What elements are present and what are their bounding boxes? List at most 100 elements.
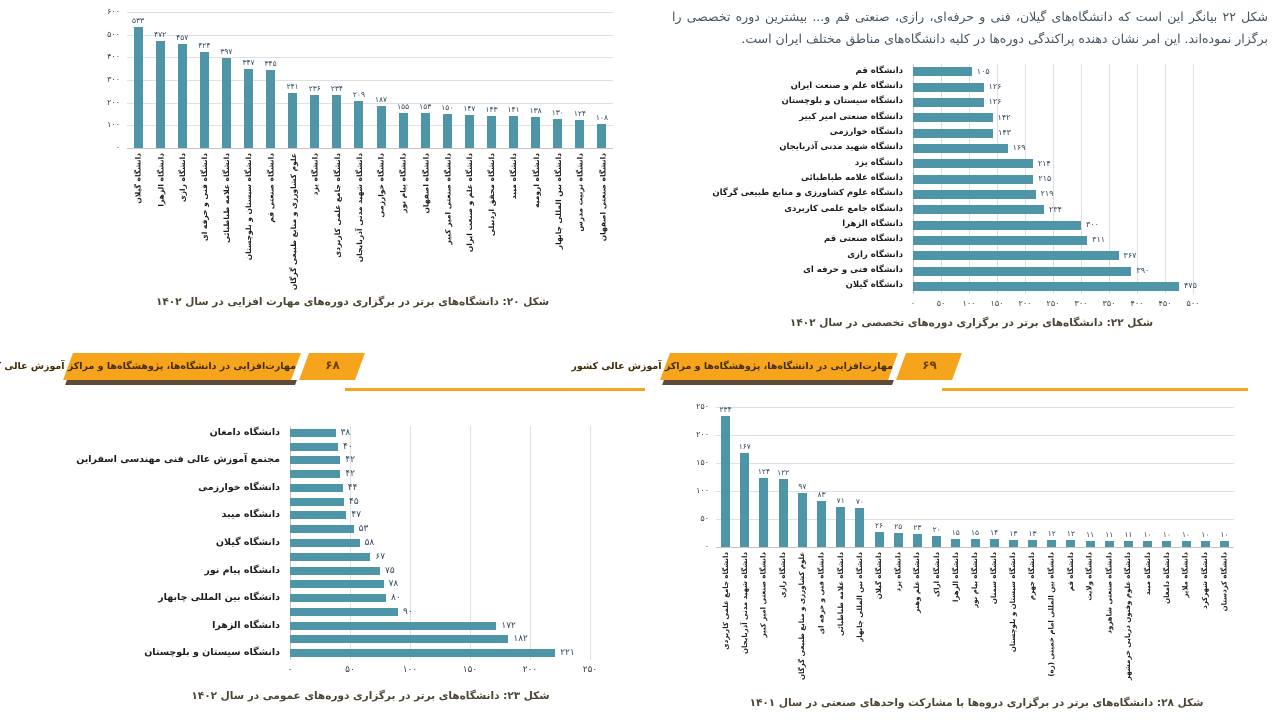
category-label-text: دانشگاه فنی و حرفه ای — [200, 153, 210, 242]
figure-22-specialized-courses-chart: ۰ ۵۰ ۱۰۰ ۱۵۰ ۲۰۰ ۲۵۰ ۳۰۰ ۳۵۰ ۴۰۰ ۴۵۰ ۵۰۰ ۱۰۵ دانشگاه… — [675, 58, 1268, 308]
banner-accent-line — [942, 388, 1248, 391]
bar-value-label: ۲۵ — [894, 522, 903, 531]
bar-value-label: ۳۹۷ — [220, 47, 233, 56]
bar-value-label: ۱۵ — [970, 527, 980, 537]
category-label-text: دانشگاه ارومیه — [531, 153, 541, 208]
category-label-text: دانشگاه سیستان و بلوچستان — [1009, 552, 1018, 653]
bar-value-label: ۹۷ — [798, 481, 807, 491]
x-axis-tick-label: ۲۰۰ — [1018, 299, 1032, 308]
bar — [913, 113, 993, 123]
bar-value-label: ۱۲۶ — [988, 82, 1002, 91]
bar-value-label: ۱۲۲ — [777, 467, 790, 477]
category-label-text: دانشگاه خوارزمی — [377, 153, 387, 218]
bar-value-label: ۳۸ — [340, 427, 351, 438]
bar-value-label: ۴۰ — [343, 441, 353, 452]
banner-shadow — [662, 380, 894, 385]
category-label-text: دانشگاه علم و صنعت ایران — [465, 153, 475, 253]
banner-title: مهارت‌افزایی در دانشگاه‌ها، پژوهشگاه‌ها … — [571, 361, 893, 372]
bar-value-label: ۵۸ — [364, 538, 375, 548]
x-axis-tick-label: ۴۵۰ — [1158, 299, 1172, 308]
bar-value-label: ۷۵ — [385, 565, 395, 576]
bar — [221, 58, 231, 148]
bar — [597, 123, 607, 148]
bar — [1162, 541, 1172, 547]
bar-value-label: ۱۴۷ — [463, 103, 476, 113]
gridline — [127, 57, 613, 59]
y-axis-tick-label: ۲۰۰ — [107, 97, 120, 107]
bar — [290, 580, 384, 589]
category-label-text: دانشگاه رازی — [178, 153, 188, 203]
bar — [913, 97, 984, 107]
bar — [778, 478, 788, 547]
category-label-text: دانشگاه میبد — [509, 153, 519, 200]
bar — [913, 128, 994, 138]
category-label: دانشگاه پیام نور — [204, 564, 280, 576]
category-label-text: دانشگاه گیلان — [875, 552, 884, 600]
page-number-badge: ۶۹ — [896, 353, 962, 380]
bar-value-label: ۲۰۹ — [352, 89, 365, 99]
bar — [1028, 539, 1038, 547]
category-label-text: دانشگاه سمنان — [990, 552, 999, 605]
x-axis-tick-label: ۱۰۰ — [962, 299, 976, 308]
bar — [817, 500, 827, 547]
bar-value-label: ۲۳۴ — [330, 83, 343, 93]
bar-value-label: ۱۳ — [1028, 528, 1037, 538]
gridline — [127, 148, 613, 149]
bar — [1200, 541, 1210, 547]
category-label-text: دانشگاه کردستان — [1220, 552, 1229, 612]
bar — [290, 621, 497, 630]
bar-value-label: ۳۱۱ — [1092, 235, 1106, 245]
bar-value-label: ۲۲۱ — [560, 648, 575, 659]
bar-value-label: ۳۴۵ — [264, 58, 277, 68]
y-axis-tick-label: ۲۵۰ — [696, 402, 709, 411]
bar-value-label: ۴۲ — [345, 469, 356, 480]
bar-value-label: ۱۲ — [1066, 529, 1075, 539]
y-axis-tick-label: ۴۰۰ — [107, 52, 120, 62]
bar — [740, 453, 750, 547]
banner-title-bar: مهارت‌افزایی در دانشگاه‌ها، پژوهشگاه‌ها … — [0, 353, 301, 380]
category-label: دانشگاه خوارزمی — [829, 127, 903, 137]
bar — [290, 607, 398, 616]
bar-value-label: ۱۸۷ — [374, 94, 388, 104]
bar — [913, 143, 1008, 153]
bar-value-label: ۲۳۴ — [1049, 204, 1062, 214]
bar — [1066, 540, 1076, 547]
bar — [1143, 541, 1153, 547]
y-axis-tick-label: ۶۰۰ — [107, 7, 120, 16]
bar — [155, 41, 165, 148]
y-axis-tick-label: ۵۰۰ — [107, 29, 120, 39]
category-label-text: دانشگاه یزد — [310, 153, 320, 196]
bar — [913, 174, 1034, 184]
x-axis-tick-label: ۱۰۰ — [402, 665, 418, 675]
category-label-text: دانشگاه یزد — [894, 552, 903, 592]
bar — [290, 525, 354, 534]
category-label: دانشگاه سیستان و بلوچستان — [144, 647, 280, 659]
bar — [290, 442, 338, 451]
gridline — [127, 80, 613, 81]
bar-value-label: ۱۰ — [1201, 530, 1210, 540]
x-axis-tick-label: ۲۵۰ — [582, 665, 598, 675]
bar — [913, 67, 972, 77]
bar — [913, 189, 1036, 199]
gridline — [1165, 64, 1166, 294]
bar — [913, 220, 1081, 230]
bar — [464, 114, 474, 148]
bar — [509, 116, 519, 148]
category-label: دانشگاه بین المللی چابهار — [158, 592, 280, 604]
bar-value-label: ۱۶۷ — [738, 442, 751, 452]
category-label-text: دانشگاه الزهرا — [156, 153, 166, 207]
bar-value-label: ۱۴۲ — [997, 112, 1011, 122]
bar — [288, 93, 298, 148]
x-axis-tick-label: ۱۵۰ — [990, 299, 1004, 308]
x-axis-tick-label: ۰ — [287, 665, 293, 675]
bar — [932, 535, 942, 547]
category-label-text: دانشگاه شهرکرد — [1201, 552, 1210, 609]
bar — [913, 159, 1033, 169]
bar-value-label: ۱۰ — [1162, 530, 1171, 540]
category-label: دانشگاه میبد — [221, 509, 281, 521]
category-label: دانشگاه علم و صنعت ایران — [790, 81, 903, 91]
figure-23-caption: شکل ۲۳: دانشگاه‌های برتر در برگزاری دوره… — [191, 690, 550, 702]
bar — [912, 534, 922, 547]
bar-value-label: ۱۸۲ — [513, 634, 528, 645]
bar-value-label: ۱۶۹ — [1012, 143, 1026, 153]
